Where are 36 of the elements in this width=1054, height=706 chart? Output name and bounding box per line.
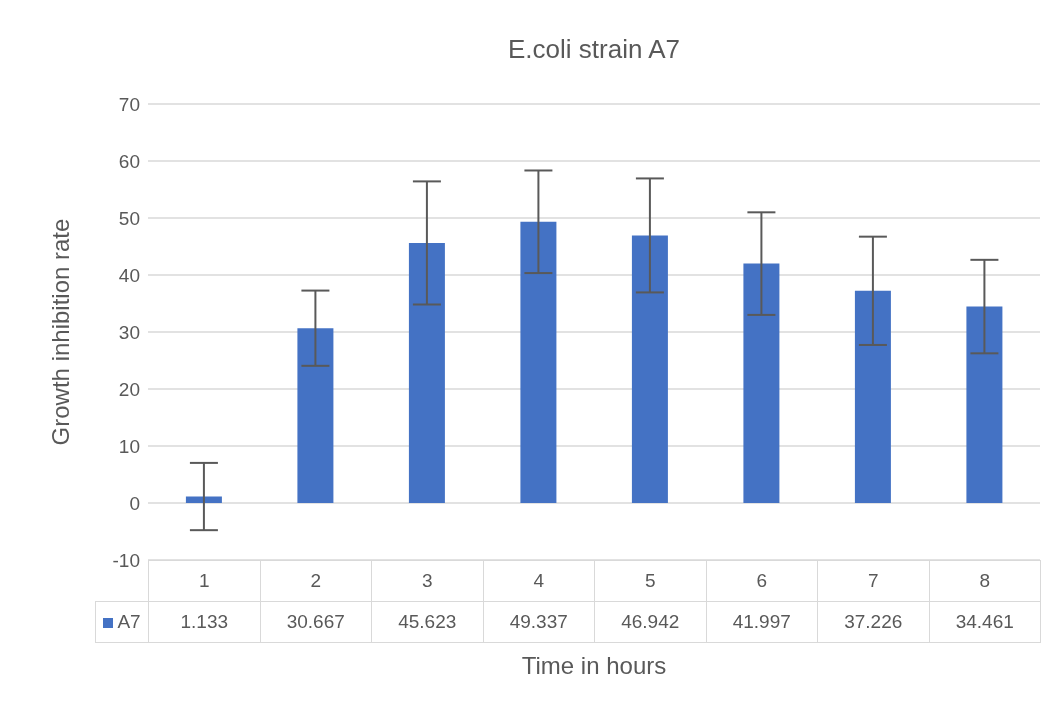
x-tick-label: 6 [706, 560, 818, 602]
y-tick-label: 70 [118, 93, 140, 115]
x-tick-label: 1 [148, 560, 260, 602]
x-tick-label: 2 [260, 560, 372, 602]
y-tick-label: -10 [112, 549, 140, 571]
data-label: 49.337 [483, 601, 595, 643]
bar [297, 328, 334, 503]
bar [520, 221, 557, 503]
y-axis-title: Growth inhibition rate [46, 218, 74, 446]
y-tick-label: 30 [118, 321, 140, 343]
legend-label: A7 [95, 601, 149, 643]
bar [966, 306, 1003, 503]
data-label: 37.226 [817, 601, 929, 643]
data-label: 41.997 [706, 601, 818, 643]
x-tick-label: 4 [483, 560, 595, 602]
bar [854, 290, 891, 503]
x-tick-label: 8 [929, 560, 1041, 602]
bar [743, 263, 780, 503]
data-label: 46.942 [594, 601, 706, 643]
data-label: 45.623 [371, 601, 483, 643]
y-tick-label: 20 [118, 378, 140, 400]
x-tick-label: 5 [594, 560, 706, 602]
y-tick-label: 0 [129, 492, 140, 514]
data-label: 1.133 [148, 601, 260, 643]
x-tick-label: 3 [371, 560, 483, 602]
y-tick-label: 60 [118, 150, 140, 172]
bar [631, 235, 668, 503]
y-tick-label: 10 [118, 435, 140, 457]
bar [408, 242, 445, 503]
data-label: 30.667 [260, 601, 372, 643]
y-tick-label: 40 [118, 264, 140, 286]
x-tick-label: 7 [817, 560, 929, 602]
y-tick-label: 50 [118, 207, 140, 229]
data-label: 34.461 [929, 601, 1041, 643]
x-axis-title: Time in hours [520, 652, 668, 680]
chart-title: E.coli strain A7 [507, 34, 681, 65]
